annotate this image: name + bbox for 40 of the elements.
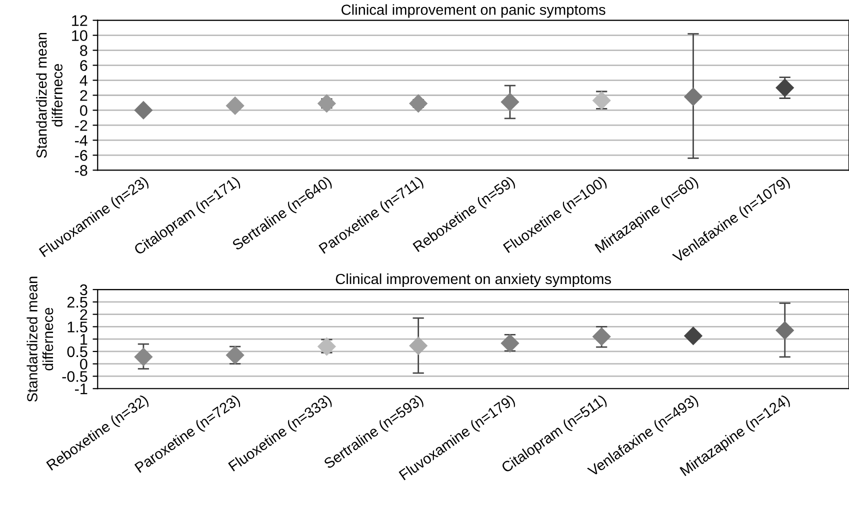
chart-title: Clinical improvement on anxiety symptoms — [336, 273, 611, 288]
point — [317, 94, 336, 113]
point — [776, 321, 794, 340]
point — [409, 336, 428, 356]
y-tick-label: -8 — [75, 165, 88, 176]
y-tick-label: 2 — [80, 309, 88, 320]
point — [592, 91, 611, 110]
point — [592, 327, 611, 346]
y-tick-label: -2 — [75, 120, 88, 131]
y-tick-label: -6 — [75, 150, 88, 161]
y-tick-label: 0 — [80, 358, 88, 370]
point — [684, 87, 703, 106]
point — [226, 96, 244, 116]
point — [500, 92, 520, 112]
y-axis-title: Standardized mean differnece — [26, 276, 54, 402]
y-tick-label: 1.5 — [68, 322, 88, 332]
point — [684, 326, 703, 346]
y-tick-label: 3 — [80, 284, 88, 296]
point — [134, 100, 153, 120]
y-tick-label: 0.5 — [67, 346, 88, 358]
point — [409, 94, 428, 113]
point — [317, 337, 336, 356]
y-tick-label: -1 — [75, 384, 88, 394]
y-tick-label: -4 — [75, 135, 88, 146]
point — [500, 334, 520, 353]
y-tick-label: 2 — [80, 90, 88, 101]
y-tick-label: -0.5 — [62, 371, 88, 382]
y-tick-label: 6 — [80, 60, 88, 71]
y-tick-label: 12 — [72, 15, 88, 26]
y-tick-label: 8 — [80, 45, 88, 56]
y-tick-label: 0 — [80, 105, 88, 116]
point — [134, 348, 153, 366]
y-axis-title: Standardized mean differnece — [36, 32, 62, 158]
y-tick-label: 10 — [72, 30, 88, 41]
point — [776, 78, 794, 98]
chart-title: Clinical improvement on panic symptoms — [342, 4, 606, 18]
point — [226, 346, 244, 365]
y-tick-label: 2.5 — [67, 296, 88, 308]
y-tick-label: 1 — [80, 334, 88, 345]
y-tick-label: 4 — [80, 75, 88, 86]
